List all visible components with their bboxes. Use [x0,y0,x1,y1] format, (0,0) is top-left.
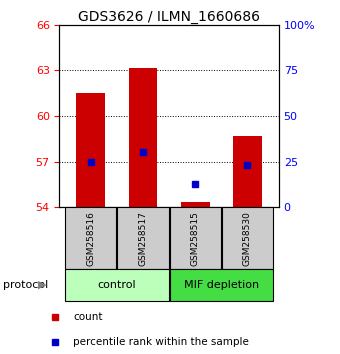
Text: GSM258517: GSM258517 [138,211,148,266]
Bar [181,202,210,207]
Bar [222,207,273,269]
Bar [170,269,273,301]
Text: GSM258516: GSM258516 [86,211,95,266]
Bar [170,207,221,269]
Text: control: control [98,280,136,290]
Bar [76,93,105,207]
Bar [233,136,262,207]
Text: percentile rank within the sample: percentile rank within the sample [73,337,249,347]
Text: count: count [73,312,103,322]
Bar [65,269,169,301]
Bar [129,68,157,207]
Bar [65,207,116,269]
Text: ▶: ▶ [38,280,47,290]
Text: GSM258515: GSM258515 [191,211,200,266]
Text: MIF depletion: MIF depletion [184,280,259,290]
Bar [117,207,169,269]
Text: protocol: protocol [3,280,49,290]
Title: GDS3626 / ILMN_1660686: GDS3626 / ILMN_1660686 [78,10,260,24]
Text: GSM258530: GSM258530 [243,211,252,266]
